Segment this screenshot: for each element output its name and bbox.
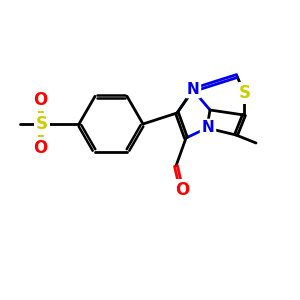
Text: S: S: [239, 84, 251, 102]
Text: N: N: [202, 121, 214, 136]
Text: S: S: [36, 115, 48, 133]
Text: O: O: [33, 139, 47, 157]
Text: O: O: [33, 91, 47, 109]
Text: O: O: [175, 181, 189, 199]
Text: N: N: [187, 82, 200, 97]
